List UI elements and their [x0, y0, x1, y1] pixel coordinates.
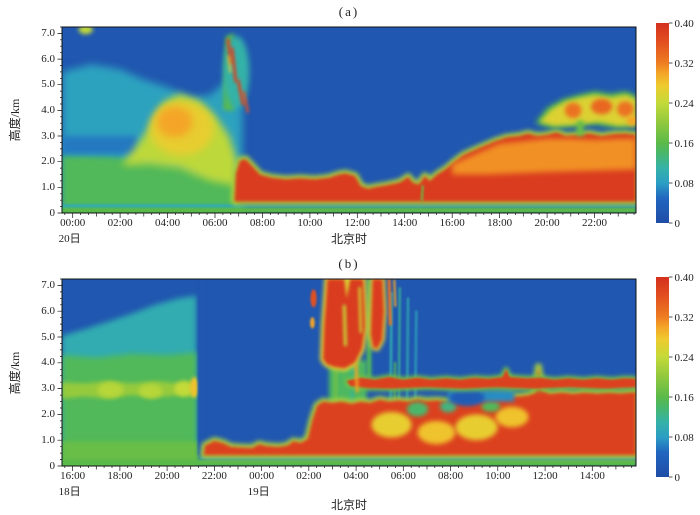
colorbar-b: 0.40 0.32 0.24 0.16 0.08 0: [656, 272, 695, 484]
x-tick-label: 00:00: [249, 470, 275, 482]
colorbar-tick-label: 0.08: [675, 432, 695, 444]
x-tick-label: 02:00: [296, 470, 322, 482]
x-tick-label: 22:00: [201, 470, 227, 482]
x-tick-label: 06:00: [202, 217, 228, 229]
x-tick-label: 04:00: [343, 470, 369, 482]
panel-b-xlabel: 北京时: [330, 498, 367, 512]
colorbar-tick-label: 0.40: [675, 18, 695, 30]
y-tick-label: 3.0: [41, 382, 55, 395]
date-label: 18日: [58, 486, 81, 498]
y-tick-label: 1.0: [41, 180, 55, 193]
y-tick-label: 2.0: [41, 407, 55, 420]
y-tick-label: 2.0: [41, 155, 55, 168]
y-tick-label: 0: [49, 459, 56, 472]
x-tick-label: 12:00: [344, 217, 370, 229]
y-tick-label: 5.0: [41, 330, 55, 343]
colorbar-tick-label: 0.24: [675, 98, 695, 110]
x-tick-label: 10:00: [297, 217, 323, 229]
colorbar-tick-label: 0.40: [675, 272, 695, 284]
colorbar-tick-label: 0: [675, 472, 681, 484]
x-tick-label: 22:00: [581, 217, 608, 229]
colorbar-tick-label: 0.08: [675, 178, 695, 190]
date-label: 19日: [247, 486, 270, 498]
y-tick-label: 4.0: [41, 356, 55, 369]
x-tick-label: 06:00: [390, 470, 416, 482]
colorbar-tick-label: 0.24: [675, 352, 695, 364]
x-tick-label: 18:00: [107, 470, 133, 482]
colorbar-tick-label: 0.16: [675, 392, 695, 404]
x-tick-label: 04:00: [155, 217, 181, 229]
x-tick-label: 08:00: [249, 217, 275, 229]
y-tick-label: 0: [49, 206, 56, 219]
x-tick-label: 08:00: [438, 470, 464, 482]
colorbar-tick-label: 0.16: [675, 138, 695, 150]
y-tick-label: 7.0: [41, 278, 55, 291]
y-tick-label: 4.0: [41, 103, 55, 116]
panel-a-xlabel: 北京时: [330, 232, 367, 246]
y-tick-label: 1.0: [41, 433, 55, 446]
y-tick-label: 7.0: [41, 26, 55, 39]
x-tick-label: 20:00: [534, 217, 560, 229]
date-label: 20日: [58, 233, 81, 245]
y-tick-label: 6.0: [41, 52, 55, 65]
y-tick-label: 3.0: [41, 129, 55, 142]
colorbar-a: 0.40 0.32 0.24 0.16 0.08 0: [656, 18, 695, 230]
x-tick-label: 00:00: [60, 217, 86, 229]
x-tick-label: 14:00: [392, 217, 418, 229]
x-tick-label: 16:00: [439, 217, 465, 229]
x-tick-label: 20:00: [154, 470, 180, 482]
colorbar-tick-label: 0: [675, 218, 681, 230]
x-tick-label: 12:00: [532, 470, 558, 482]
y-tick-label: 6.0: [41, 304, 55, 317]
x-tick-label: 10:00: [485, 470, 511, 482]
colorbar-tick-label: 0.32: [675, 312, 694, 324]
heatmap-panel-b-canvas: [57, 278, 637, 471]
panel-b-ylabel: 高度/km: [8, 351, 22, 395]
x-tick-label: 18:00: [487, 217, 513, 229]
heatmap-panel-a-canvas: [57, 26, 637, 218]
x-tick-label: 14:00: [579, 470, 605, 482]
colorbar-tick-label: 0.32: [675, 58, 694, 70]
panel-b-title: (b): [338, 256, 360, 271]
panel-a-title: (a): [338, 4, 360, 19]
x-tick-label: 16:00: [60, 470, 86, 482]
x-tick-label: 02:00: [107, 217, 133, 229]
panel-a-ylabel: 高度/km: [8, 98, 22, 142]
y-tick-label: 5.0: [41, 78, 55, 91]
